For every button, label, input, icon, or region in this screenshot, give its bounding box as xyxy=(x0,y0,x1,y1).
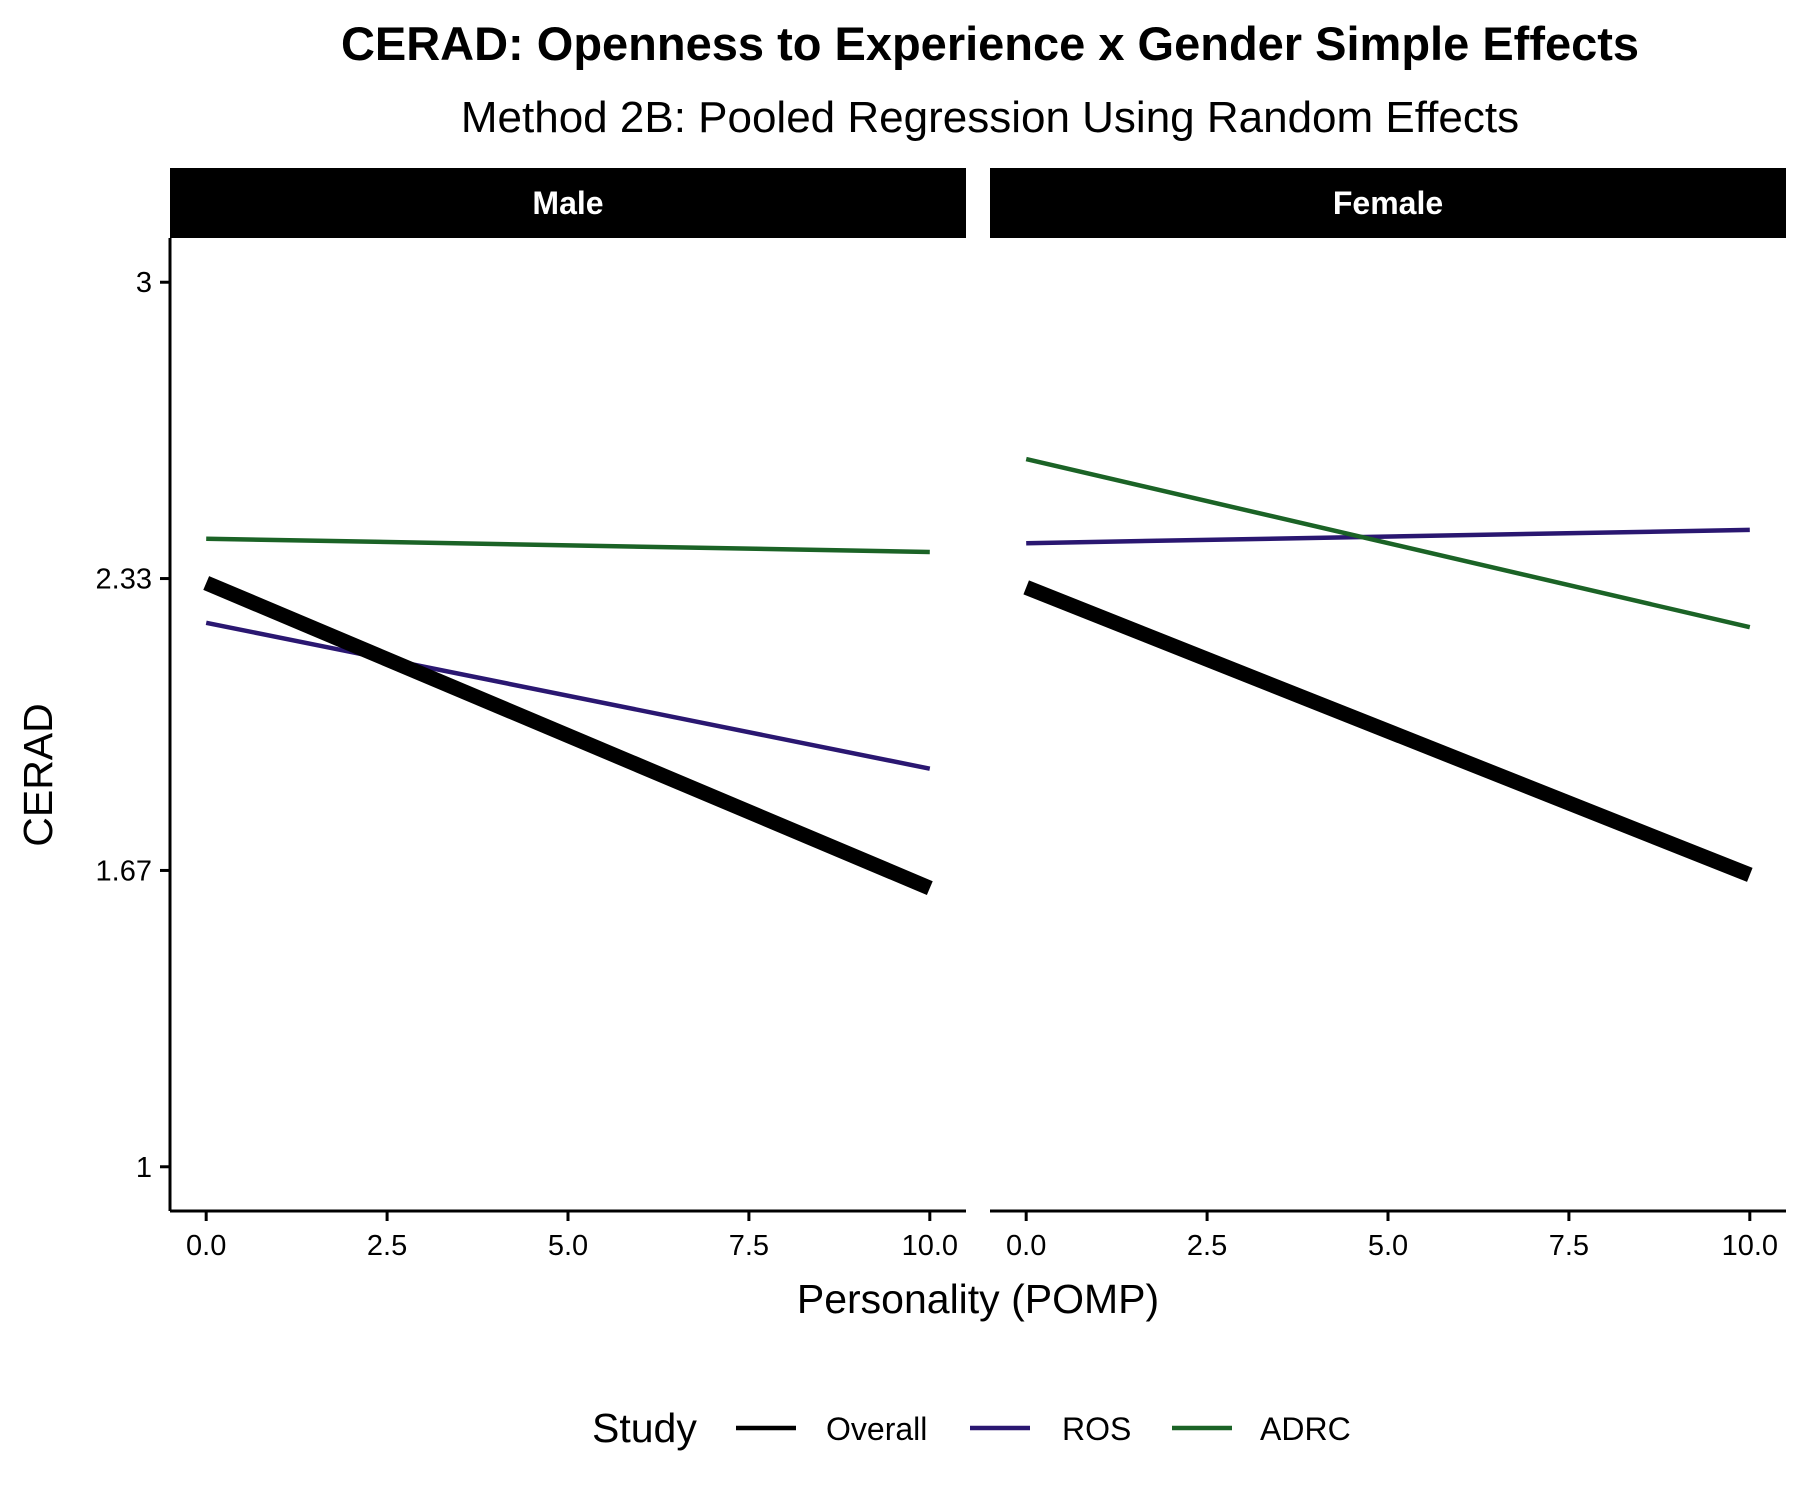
strip-label-female: Female xyxy=(1333,185,1443,221)
x-tick-label: 5.0 xyxy=(1368,1230,1408,1262)
legend-label-adrc: ADRC xyxy=(1260,1411,1351,1447)
y-axis: 1 1.67 2.33 3 xyxy=(96,238,172,1211)
legend-label-ros: ROS xyxy=(1062,1411,1131,1447)
series-line-ros-male xyxy=(205,620,931,771)
x-axes: 0.0 2.5 5.0 7.5 10.0 0.0 2.5 5.0 7.5 10.0 xyxy=(170,1209,1786,1262)
x-tick-label: 0.0 xyxy=(186,1230,226,1262)
strip-female xyxy=(990,168,1786,238)
legend: Study Overall ROS ADRC xyxy=(592,1405,1351,1451)
series-line-adrc-male xyxy=(206,536,930,555)
panel-male: Male xyxy=(170,168,966,238)
series-line-ros-female xyxy=(1026,527,1750,546)
chart-subtitle: Method 2B: Pooled Regression Using Rando… xyxy=(461,93,1519,142)
series-lines xyxy=(203,456,1753,896)
series-line-adrc-female xyxy=(1025,456,1751,630)
y-axis-title: CERAD xyxy=(15,703,61,847)
y-tick-label: 1.67 xyxy=(96,855,152,887)
y-tick-label: 2.33 xyxy=(96,564,152,596)
x-tick-label: 0.0 xyxy=(1006,1230,1046,1262)
x-tick-label: 2.5 xyxy=(367,1230,407,1262)
x-tick-label: 10.0 xyxy=(1722,1230,1778,1262)
series-line-overall-male xyxy=(203,576,933,896)
x-tick-label: 7.5 xyxy=(1549,1230,1589,1262)
x-tick-label: 5.0 xyxy=(548,1230,588,1262)
x-axis-title: Personality (POMP) xyxy=(797,1276,1159,1322)
strip-label-male: Male xyxy=(532,185,603,221)
x-tick-label: 10.0 xyxy=(902,1230,958,1262)
chart-title: CERAD: Openness to Experience x Gender S… xyxy=(341,17,1639,70)
x-tick-label: 2.5 xyxy=(1187,1230,1227,1262)
strip-male xyxy=(170,168,966,238)
y-tick-label: 3 xyxy=(136,267,152,299)
y-tick-label: 1 xyxy=(136,1152,152,1184)
legend-title: Study xyxy=(592,1405,697,1451)
series-line-overall-female xyxy=(1023,580,1753,882)
panel-female: Female xyxy=(990,168,1786,238)
x-tick-label: 7.5 xyxy=(729,1230,769,1262)
legend-label-overall: Overall xyxy=(826,1411,927,1447)
